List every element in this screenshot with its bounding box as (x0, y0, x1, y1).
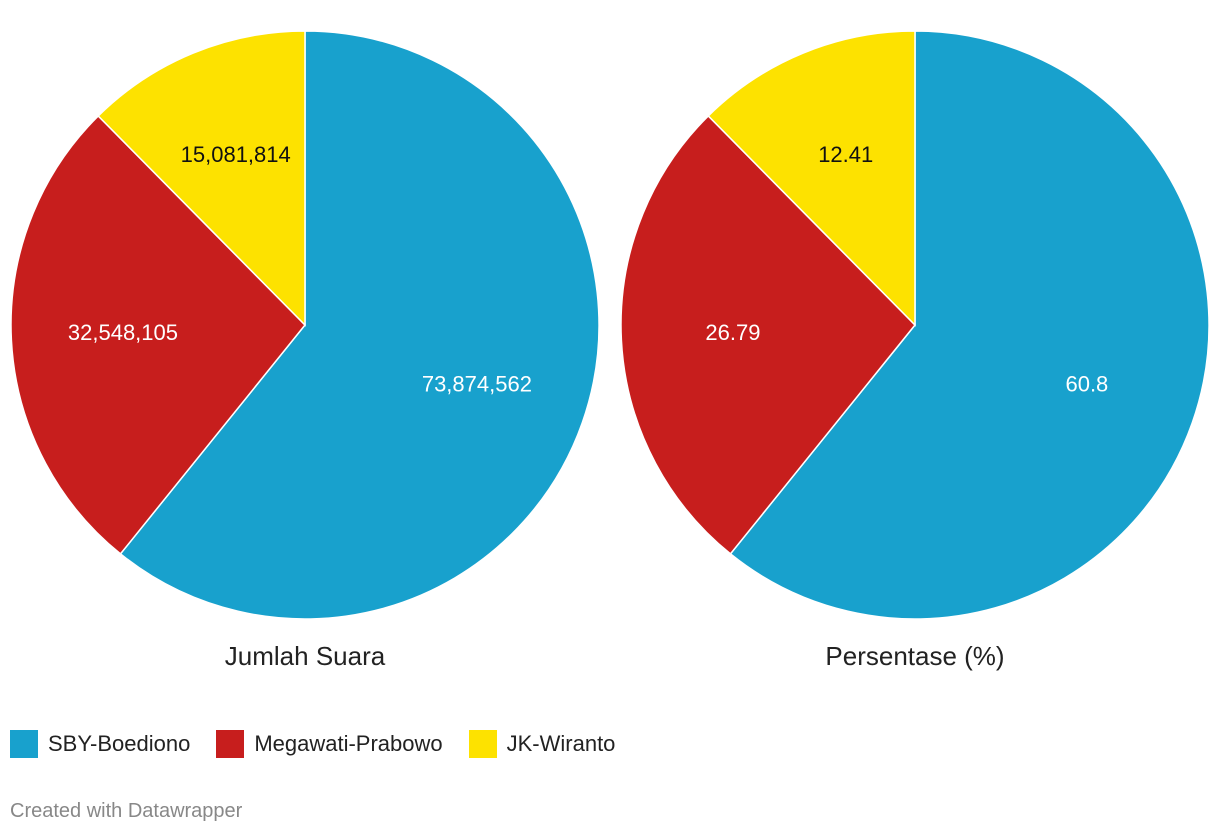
footer-credit: Created with Datawrapper (10, 800, 243, 822)
legend-swatch (468, 730, 497, 758)
pie-slice-megawati-prabowo (620, 114, 917, 555)
data-label-sby-boediono: 73,874,562 (422, 371, 532, 396)
pie-slice-jk-wiranto (97, 30, 306, 327)
pie-slice-sby-boediono (729, 30, 1210, 620)
pie-persentase: 60.8 26.79 12.41 Persentase (%) (620, 30, 1210, 671)
legend-label: SBY-Boediono (48, 731, 191, 756)
pie-slice-jk-wiranto (707, 30, 916, 327)
legend-swatch (216, 730, 245, 758)
data-label-sby-boediono: 60.8 (1065, 371, 1108, 396)
data-label-jk-wiranto: 15,081,814 (181, 142, 291, 167)
legend: SBY-Boediono Megawati-Prabowo JK-Wiranto (10, 730, 641, 758)
legend-label: JK-Wiranto (506, 731, 616, 756)
pie-title: Persentase (%) (825, 641, 1004, 671)
legend-swatch (10, 730, 38, 758)
pie-jumlah-suara: 73,874,562 32,548,105 15,081,814 Jumlah Sua… (10, 30, 600, 671)
pie-slice-sby-boediono (119, 30, 600, 620)
legend-item-megawati-prabowo: Megawati-Prabowo (216, 730, 443, 758)
pie-title: Jumlah Suara (225, 641, 386, 671)
pie-charts: 73,874,562 32,548,105 15,081,814 Jumlah Sua… (10, 30, 1210, 671)
legend-label: Megawati-Prabowo (254, 731, 443, 756)
legend-item-sby-boediono: SBY-Boediono (10, 730, 190, 758)
data-label-megawati-prabowo: 26.79 (705, 320, 760, 345)
legend-item-jk-wiranto: JK-Wiranto (468, 730, 616, 758)
data-label-megawati-prabowo: 32,548,105 (68, 320, 178, 345)
pie-slice-megawati-prabowo (10, 114, 307, 555)
data-label-jk-wiranto: 12.41 (818, 142, 873, 167)
